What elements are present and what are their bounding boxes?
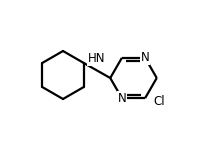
Text: N: N (141, 51, 150, 64)
Text: HN: HN (88, 52, 106, 65)
Text: N: N (118, 92, 126, 105)
Text: Cl: Cl (153, 95, 165, 108)
